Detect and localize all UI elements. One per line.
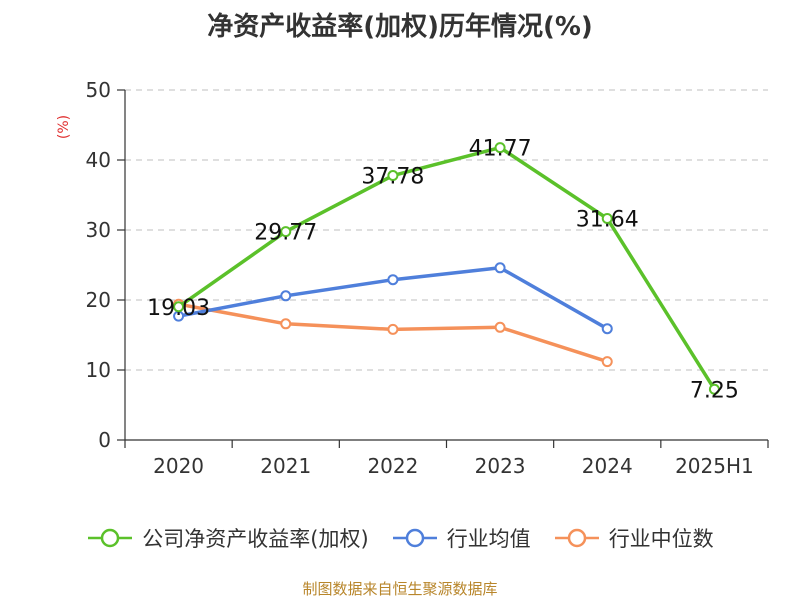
data-point [601, 356, 613, 368]
data-point [494, 262, 506, 274]
data-point [387, 170, 399, 182]
data-point [601, 213, 613, 225]
legend-label: 公司净资产收益率(加权) [142, 527, 369, 551]
legend: 公司净资产收益率(加权) 行业均值 行业中位数 [0, 522, 800, 554]
legend-item[interactable]: 行业均值 [391, 523, 531, 553]
series-line [177, 145, 716, 391]
legend-item[interactable]: 行业中位数 [553, 523, 714, 553]
legend-label: 行业中位数 [608, 527, 714, 551]
x-tick-label: 2023 [475, 454, 526, 478]
data-point [387, 274, 399, 286]
data-point [280, 226, 292, 238]
axes: 0 10 20 30 40 50 2020 2021 2022 2023 2024 2025H1 [86, 78, 769, 478]
data-point [494, 142, 506, 154]
x-tick-label: 2020 [153, 454, 204, 478]
y-axis-label: (%) [56, 115, 72, 139]
y-tick-label: 0 [98, 428, 111, 452]
data-labels: 19.03 29.77 37.78 41.77 31.64 7.25 [147, 137, 739, 404]
legend-line-icon [554, 528, 599, 548]
x-tick-label: 2024 [582, 454, 633, 478]
data-label: 31.64 [576, 208, 639, 233]
y-tick-label: 50 [86, 78, 111, 102]
legend-line-icon [392, 528, 437, 548]
data-point [601, 323, 613, 335]
legend-label: 行业均值 [446, 527, 531, 551]
data-label: 7.25 [690, 378, 739, 403]
series [173, 142, 720, 395]
data-point [708, 383, 720, 395]
chart-title: 净资产收益率(加权)历年情况(%) [207, 12, 593, 42]
data-point [173, 301, 185, 313]
data-label: 37.78 [361, 165, 424, 190]
data-label: 41.77 [469, 137, 532, 162]
x-tick-label: 2022 [367, 454, 418, 478]
y-tick-label: 20 [86, 288, 111, 312]
legend-line-icon [88, 528, 133, 548]
y-tick-label: 30 [86, 218, 111, 242]
legend-item[interactable]: 公司净资产收益率(加权) [86, 523, 369, 553]
x-tick-label: 2025H1 [675, 454, 754, 478]
data-label: 19.03 [147, 296, 210, 321]
data-point [387, 323, 399, 335]
data-point [280, 318, 292, 330]
data-label: 29.77 [254, 221, 317, 246]
data-point [494, 321, 506, 333]
data-point [280, 290, 292, 302]
y-tick-label: 40 [86, 148, 111, 172]
y-tick-label: 10 [86, 358, 111, 382]
x-tick-label: 2021 [260, 454, 311, 478]
source-note: 制图数据来自恒生聚源数据库 [302, 580, 498, 598]
